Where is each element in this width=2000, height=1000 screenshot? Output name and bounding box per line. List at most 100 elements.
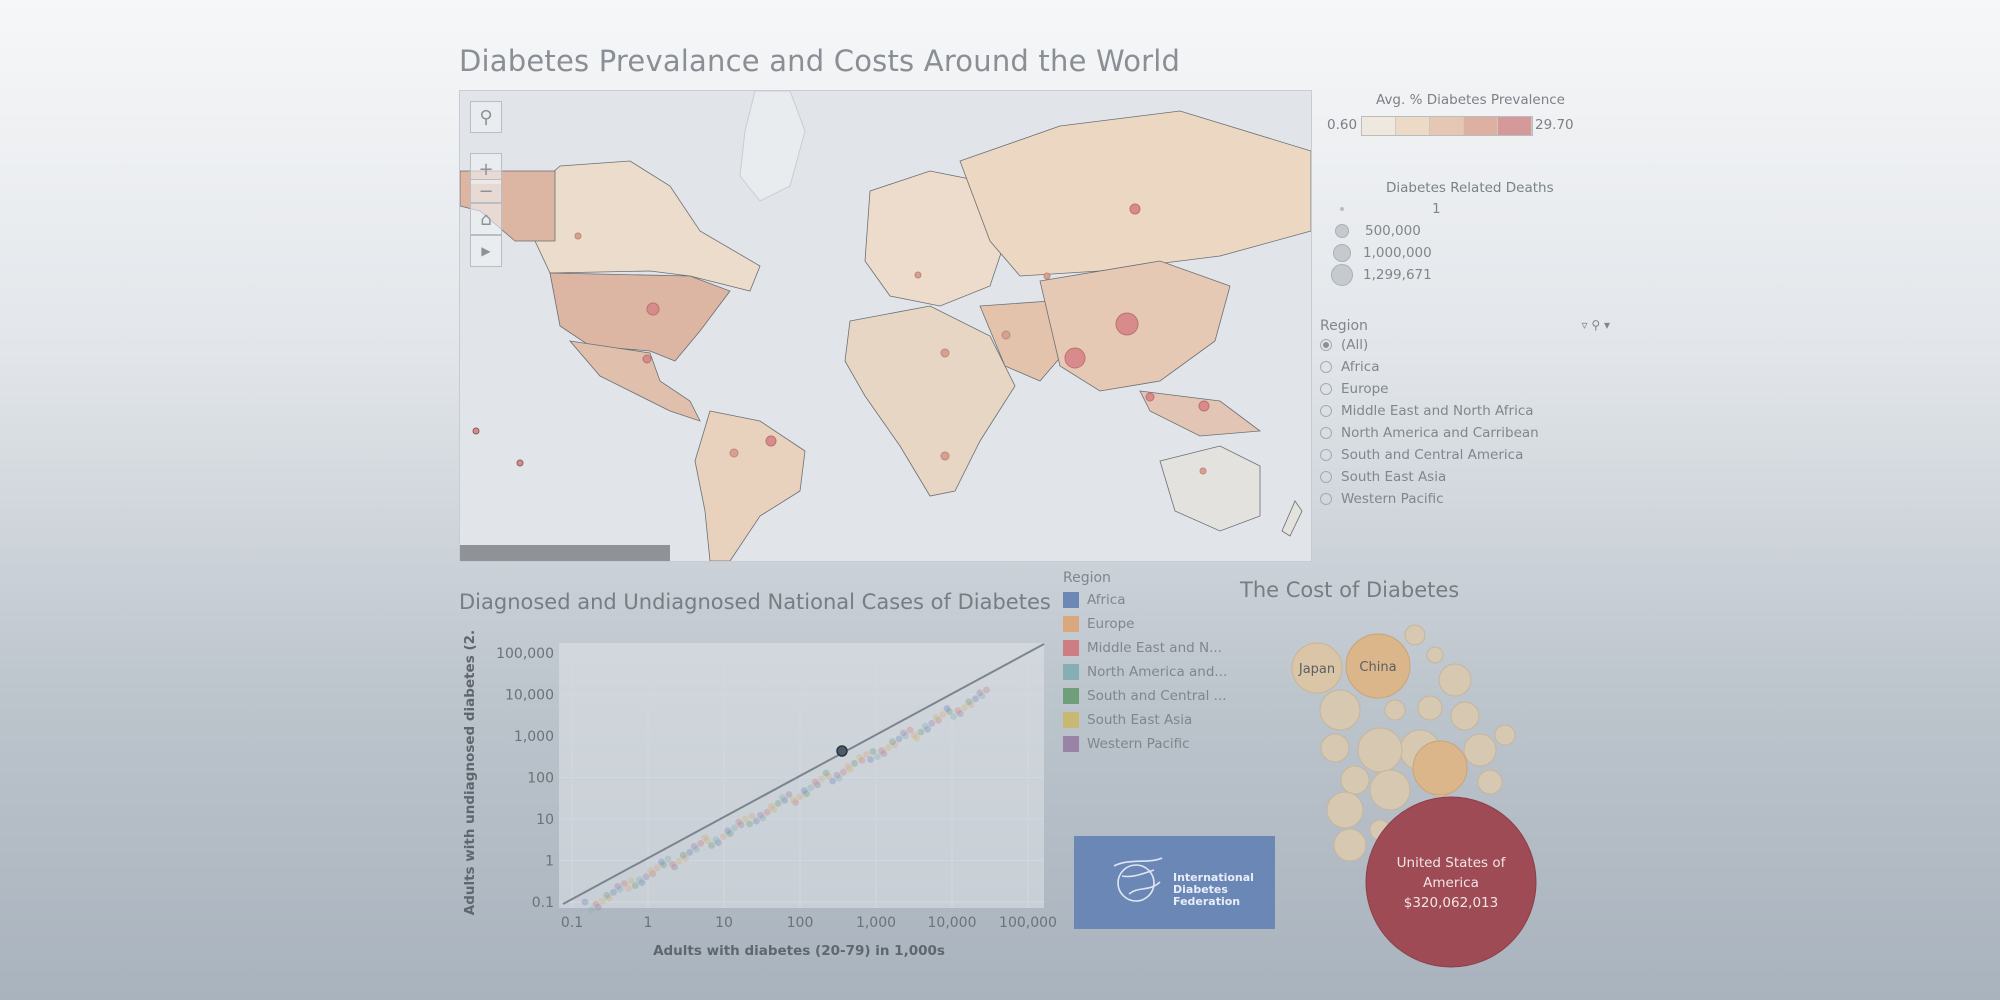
- scatter-point[interactable]: [792, 799, 799, 806]
- scatter-point[interactable]: [825, 772, 832, 780]
- scatter-point[interactable]: [631, 882, 639, 889]
- dropdown-icon[interactable]: ▾: [1603, 318, 1610, 332]
- scatter-point[interactable]: [956, 710, 964, 717]
- scatter-point[interactable]: [880, 750, 888, 757]
- scatter-point[interactable]: [869, 748, 877, 755]
- scatter-point[interactable]: [779, 794, 786, 801]
- scatter-point[interactable]: [867, 756, 874, 763]
- scatter-point[interactable]: [803, 790, 810, 798]
- scatter-point[interactable]: [653, 864, 661, 872]
- region-option[interactable]: Africa: [1320, 356, 1620, 378]
- scatter-point[interactable]: [686, 848, 694, 856]
- scatter-point[interactable]: [976, 689, 984, 697]
- scatter-point[interactable]: [621, 880, 628, 887]
- scatter-point[interactable]: [939, 711, 947, 718]
- world-map[interactable]: ⚲ + − ⌂ ▶: [459, 90, 1312, 562]
- scatter-point[interactable]: [774, 800, 782, 807]
- scatter-point[interactable]: [675, 857, 683, 865]
- scatter-point[interactable]: [835, 774, 843, 782]
- scatter-point[interactable]: [748, 812, 756, 820]
- scatter-point[interactable]: [928, 719, 936, 727]
- radio-button[interactable]: [1320, 493, 1332, 505]
- scatter-point[interactable]: [588, 906, 595, 914]
- scatter-point[interactable]: [690, 843, 698, 850]
- scatter-point[interactable]: [638, 879, 646, 886]
- scatter-point[interactable]: [664, 855, 672, 863]
- scatter-point[interactable]: [946, 708, 953, 715]
- scatter-point[interactable]: [818, 775, 826, 783]
- scatter-point[interactable]: [714, 839, 722, 846]
- scatter-point[interactable]: [983, 686, 990, 694]
- scatter-point[interactable]: [737, 821, 745, 829]
- radio-button[interactable]: [1320, 383, 1332, 395]
- scatter-point[interactable]: [954, 707, 962, 714]
- scatter-point[interactable]: [603, 891, 611, 899]
- scatter-point[interactable]: [924, 725, 931, 733]
- scatter-point[interactable]: [642, 873, 650, 881]
- scatter-point[interactable]: [884, 744, 892, 752]
- scatter-point[interactable]: [731, 824, 738, 832]
- scatter-point[interactable]: [735, 818, 743, 826]
- scatter-point[interactable]: [961, 704, 968, 712]
- scatter-point[interactable]: [910, 731, 918, 739]
- scatter-point[interactable]: [814, 781, 821, 789]
- scatter-point[interactable]: [789, 796, 797, 803]
- scatter-point[interactable]: [950, 713, 957, 720]
- scatter-point[interactable]: [693, 845, 700, 853]
- scatter-point[interactable]: [965, 698, 973, 706]
- scatter-point[interactable]: [679, 851, 687, 859]
- scatter-point[interactable]: [978, 692, 986, 700]
- region-option[interactable]: North America and Carribean: [1320, 422, 1620, 444]
- scatter-point[interactable]: [900, 729, 907, 737]
- scatter-point[interactable]: [902, 732, 910, 740]
- cost-bubble-chart[interactable]: Japan China United States of America $32…: [1280, 610, 1580, 980]
- scatter-point[interactable]: [833, 771, 841, 779]
- scatter-point[interactable]: [757, 811, 764, 819]
- scatter-point[interactable]: [647, 867, 654, 875]
- scatter-point[interactable]: [704, 837, 711, 844]
- scatter-point[interactable]: [800, 787, 808, 795]
- filter-icon[interactable]: ▿: [1581, 318, 1588, 332]
- scatter-point[interactable]: [627, 877, 635, 884]
- scatter-point[interactable]: [935, 716, 942, 724]
- scatter-point[interactable]: [752, 817, 760, 825]
- scatter-point[interactable]: [660, 861, 668, 869]
- region-option[interactable]: South East Asia: [1320, 466, 1620, 488]
- scatter-point[interactable]: [856, 754, 864, 761]
- scatter-point[interactable]: [594, 903, 602, 911]
- scatter-point[interactable]: [658, 858, 665, 866]
- map-zoom-out-button[interactable]: −: [470, 179, 502, 203]
- scatter-point[interactable]: [759, 814, 767, 822]
- legend-item[interactable]: North America and...: [1063, 660, 1227, 684]
- scatter-point[interactable]: [822, 769, 830, 777]
- scatter-point[interactable]: [873, 753, 881, 760]
- radio-button[interactable]: [1320, 471, 1332, 483]
- scatter-point[interactable]: [605, 894, 613, 902]
- idf-logo[interactable]: International Diabetes Federation: [1074, 836, 1275, 929]
- scatter-point[interactable]: [625, 885, 632, 892]
- scatter-point[interactable]: [616, 886, 624, 893]
- scatter-point[interactable]: [878, 747, 885, 755]
- radio-button[interactable]: [1320, 449, 1332, 461]
- scatter-point[interactable]: [921, 722, 929, 730]
- map-home-button[interactable]: ⌂: [470, 203, 502, 235]
- scatter-point[interactable]: [712, 836, 720, 843]
- scatter-point[interactable]: [906, 726, 914, 734]
- scatter-point[interactable]: [726, 830, 734, 838]
- scatter-point[interactable]: [846, 765, 854, 773]
- scatter-point[interactable]: [701, 834, 709, 841]
- scatter-point[interactable]: [636, 876, 643, 884]
- scatter-point[interactable]: [614, 883, 622, 890]
- scatter-point[interactable]: [851, 759, 858, 767]
- scatter-point[interactable]: [697, 840, 705, 847]
- scatter-chart[interactable]: 0.1 1 10 100 1,000 10,000 100,000 100,000 10,00…: [459, 630, 1059, 970]
- scatter-point[interactable]: [785, 791, 793, 798]
- scatter-point[interactable]: [844, 762, 852, 770]
- region-option[interactable]: Europe: [1320, 378, 1620, 400]
- radio-button[interactable]: [1320, 427, 1332, 439]
- scatter-point[interactable]: [592, 900, 600, 908]
- scatter-point[interactable]: [943, 705, 951, 712]
- legend-item[interactable]: Middle East and N...: [1063, 636, 1227, 660]
- scatter-point[interactable]: [768, 802, 775, 810]
- scatter-point[interactable]: [763, 808, 771, 816]
